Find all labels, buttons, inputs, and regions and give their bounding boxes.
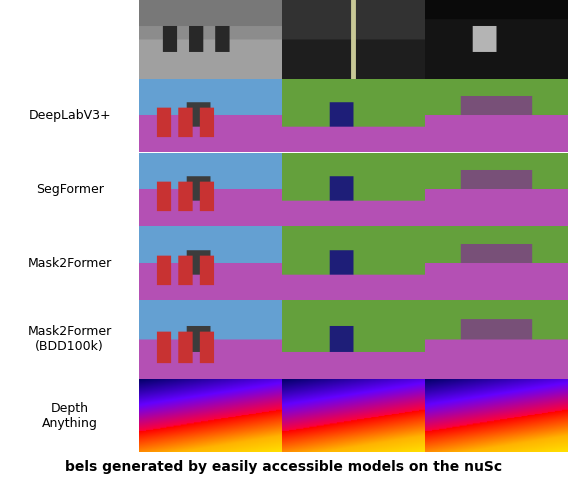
Text: SegFormer: SegFormer: [36, 183, 103, 196]
Text: Mask2Former
(BDD100k): Mask2Former (BDD100k): [27, 325, 112, 353]
Text: Mask2Former: Mask2Former: [27, 257, 112, 269]
Text: bels generated by easily accessible models on the nuSc: bels generated by easily accessible mode…: [65, 460, 503, 474]
Text: DeepLabV3+: DeepLabV3+: [28, 109, 111, 122]
Text: Depth
Anything: Depth Anything: [41, 402, 98, 429]
